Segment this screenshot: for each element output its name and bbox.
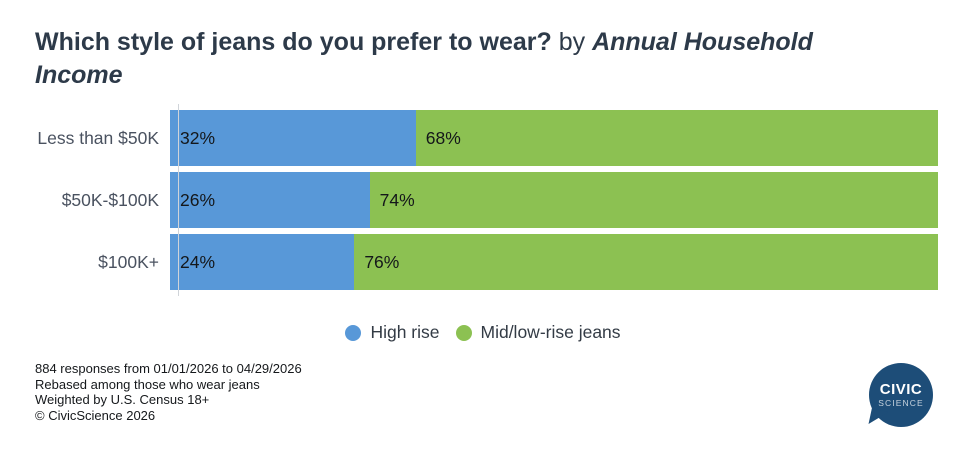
legend-item-mid-low-rise[interactable]: Mid/low-rise jeans xyxy=(455,322,621,343)
bar-value-label: 74% xyxy=(379,189,415,210)
bar-value-label: 26% xyxy=(180,189,216,210)
category-label: Less than $50K xyxy=(37,127,159,148)
bar-value-label: 32% xyxy=(180,127,216,148)
legend-item-high-rise[interactable]: High rise xyxy=(345,322,440,343)
y-axis-line xyxy=(178,104,179,296)
footnote-line: 884 responses from 01/01/2026 to 04/29/2… xyxy=(35,361,302,376)
chart-title-connector: by xyxy=(551,28,593,56)
civicscience-logo: CIVIC SCIENCE xyxy=(868,363,939,433)
bar-segment-high-rise[interactable]: 32% xyxy=(170,110,416,166)
bar-stack: 32% 68% xyxy=(170,110,938,166)
bar-segment-mid-low-rise-jeans[interactable]: 76% xyxy=(354,234,938,290)
logo-text-science: SCIENCE xyxy=(878,397,924,408)
bar-value-label: 68% xyxy=(425,127,461,148)
footnote-line: © CivicScience 2026 xyxy=(35,407,156,423)
bar-segment-mid-low-rise-jeans[interactable]: 74% xyxy=(369,172,938,228)
speech-bubble-icon: CIVIC SCIENCE xyxy=(868,363,933,428)
legend-label: High rise xyxy=(370,322,440,342)
footnotes: 884 responses from 01/01/2026 to 04/29/2… xyxy=(35,361,302,423)
bar-segment-mid-low-rise-jeans[interactable]: 68% xyxy=(415,110,938,166)
legend-label: Mid/low-rise jeans xyxy=(480,322,621,342)
bar-stack: 24% 76% xyxy=(170,234,938,290)
bar-segment-high-rise[interactable]: 24% xyxy=(170,234,355,290)
footnote-line: Rebased among those who wear jeans xyxy=(35,376,260,392)
bar-value-label: 24% xyxy=(180,251,216,272)
chart-title: Which style of jeans do you prefer to we… xyxy=(35,26,880,92)
bar-value-label: 76% xyxy=(364,251,400,272)
chart-title-segment: Annual Household Income xyxy=(35,28,813,89)
bar-stack: 26% 74% xyxy=(170,172,938,228)
logo-text-civic: CIVIC xyxy=(879,380,923,398)
bar-row: $100K+ 24% 76% xyxy=(0,234,938,290)
legend-dot-mid-low-rise xyxy=(455,324,472,341)
stacked-bar-chart: Less than $50K 32% 68% $50K-$100K 26% 74% $100… xyxy=(0,104,966,296)
category-label: $100K+ xyxy=(98,251,159,272)
bar-rows: Less than $50K 32% 68% $50K-$100K 26% 74% $100… xyxy=(0,104,966,290)
chart-title-question: Which style of jeans do you prefer to we… xyxy=(35,28,552,56)
chart-legend: High rise Mid/low-rise jeans xyxy=(0,322,966,343)
footnote-line: Weighted by U.S. Census 18+ xyxy=(35,392,210,407)
speech-bubble-tail xyxy=(868,408,889,428)
category-label: $50K-$100K xyxy=(61,189,159,210)
bar-row: $50K-$100K 26% 74% xyxy=(0,172,938,228)
bar-row: Less than $50K 32% 68% xyxy=(0,110,938,166)
bar-segment-high-rise[interactable]: 26% xyxy=(170,172,370,228)
legend-dot-high-rise xyxy=(345,324,362,341)
